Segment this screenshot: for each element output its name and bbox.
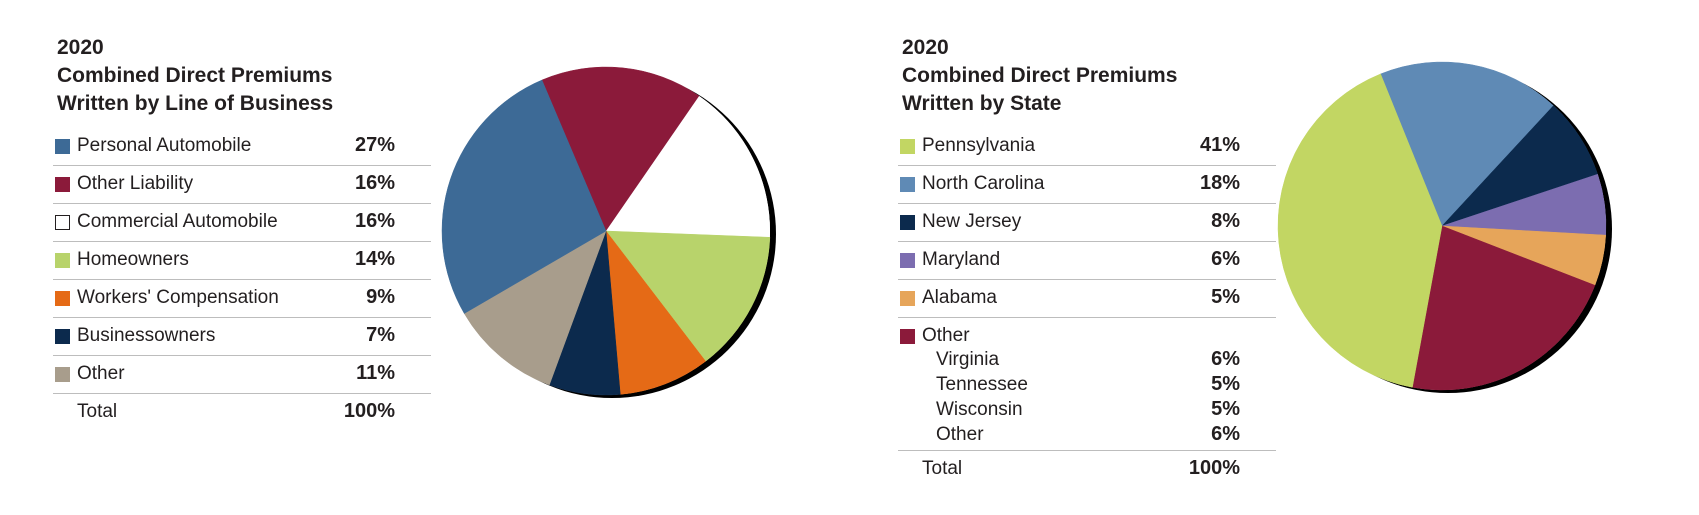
lob-title-year: 2020 xyxy=(57,36,104,59)
legend-row-pennsylvania: Pennsylvania 41% xyxy=(898,128,1276,166)
legend-swatch xyxy=(900,291,915,306)
legend-label: North Carolina xyxy=(922,173,1045,194)
legend-sub-row-other: Other 6% xyxy=(898,423,1276,448)
pie-slice-commercial-automobile xyxy=(606,96,771,238)
pie-slice-other xyxy=(463,230,607,386)
legend-sub-row-tennessee: Tennessee 5% xyxy=(898,373,1276,398)
lob-title-line1: Combined Direct Premiums xyxy=(57,64,333,87)
pie-slice-workers-compensation xyxy=(605,230,706,395)
legend-row-personal-automobile: Personal Automobile 27% xyxy=(53,128,431,166)
legend-sub-row-virginia: Virginia 6% xyxy=(898,348,1276,373)
legend-row-other: Other xyxy=(898,318,1276,348)
legend-value: 11% xyxy=(356,362,395,384)
pie-slice-homeowners xyxy=(605,230,771,362)
legend-row-businessowners: Businessowners 7% xyxy=(53,318,431,356)
legend-row-workers-compensation: Workers' Compensation 9% xyxy=(53,280,431,318)
legend-value: 27% xyxy=(354,134,395,156)
legend-sub-value: 5% xyxy=(1211,398,1240,420)
legend-label: Businessowners xyxy=(77,325,216,346)
legend-label: Other xyxy=(77,363,125,384)
legend-sub-value: 6% xyxy=(1211,348,1240,370)
legend-swatch xyxy=(900,215,915,230)
legend-value: 7% xyxy=(366,324,395,346)
legend-value: 5% xyxy=(1211,286,1240,308)
legend-total-label: Total xyxy=(922,458,963,479)
legend-sub-label: Virginia xyxy=(936,349,1000,370)
legend-swatch xyxy=(55,291,70,306)
legend-label: Other xyxy=(922,325,970,346)
legend-label: Personal Automobile xyxy=(77,135,252,156)
state-title-line1: Combined Direct Premiums xyxy=(902,64,1178,87)
legend-row-new-jersey: New Jersey 8% xyxy=(898,204,1276,242)
legend-swatch xyxy=(900,177,915,192)
legend-value: 18% xyxy=(1199,172,1240,194)
legend-swatch xyxy=(900,329,915,344)
legend-label: Workers' Compensation xyxy=(77,287,279,308)
legend-row-other: Other 11% xyxy=(53,356,431,394)
legend-label: Other Liability xyxy=(77,173,194,194)
pie-slice-personal-automobile xyxy=(441,79,607,314)
legend-swatch xyxy=(55,329,70,344)
legend-swatch xyxy=(900,253,915,268)
legend-total-value: 100% xyxy=(1188,457,1240,479)
legend-value: 9% xyxy=(366,286,395,308)
legend-sub-row-wisconsin: Wisconsin 5% xyxy=(898,398,1276,423)
legend-value: 41% xyxy=(1199,134,1240,156)
legend-swatch xyxy=(55,215,70,230)
legend-label: Homeowners xyxy=(77,249,189,270)
legend-row-commercial-automobile: Commercial Automobile 16% xyxy=(53,204,431,242)
legend-value: 16% xyxy=(354,210,395,232)
lob-pie-chart xyxy=(441,66,776,398)
legend-sub-value: 5% xyxy=(1211,373,1240,395)
lob-panel: 2020 Combined Direct Premiums Written by… xyxy=(53,34,776,431)
legend-value: 14% xyxy=(354,248,395,270)
legend-row-other-liability: Other Liability 16% xyxy=(53,166,431,204)
legend-row-north-carolina: North Carolina 18% xyxy=(898,166,1276,204)
lob-legend: Personal Automobile 27% Other Liability 16%… xyxy=(53,128,431,431)
lob-title-line2: Written by Line of Business xyxy=(57,92,334,115)
legend-row-homeowners: Homeowners 14% xyxy=(53,242,431,280)
pie-slice-north-carolina xyxy=(1380,61,1554,227)
legend-value: 16% xyxy=(354,172,395,194)
legend-total-label: Total xyxy=(77,401,118,422)
legend-label: Maryland xyxy=(922,249,1001,270)
state-legend: Pennsylvania 41% North Carolina 18% New Jers… xyxy=(898,128,1276,488)
legend-value: 6% xyxy=(1211,248,1240,270)
legend-label: Pennsylvania xyxy=(922,135,1036,156)
legend-label: Commercial Automobile xyxy=(77,211,278,232)
legend-sub-label: Wisconsin xyxy=(936,399,1023,420)
legend-row-maryland: Maryland 6% xyxy=(898,242,1276,280)
legend-swatch xyxy=(55,253,70,268)
legend-swatch xyxy=(900,139,915,154)
legend-swatch xyxy=(55,139,70,154)
pie-slice-other xyxy=(1412,225,1596,391)
pie-slice-pennsylvania xyxy=(1277,73,1443,388)
legend-value: 8% xyxy=(1211,210,1240,232)
state-title-year: 2020 xyxy=(902,36,949,59)
legend-swatch xyxy=(55,177,70,192)
lob-title: 2020 Combined Direct Premiums Written by… xyxy=(57,34,333,118)
legend-swatch xyxy=(55,367,70,382)
legend-sub-label: Tennessee xyxy=(936,374,1028,395)
legend-breakdown: Virginia 6% Tennessee 5% Wisconsin 5% Other 6% xyxy=(898,348,1276,451)
state-title-line2: Written by State xyxy=(902,92,1062,115)
legend-total-value: 100% xyxy=(343,400,395,422)
state-pie-chart xyxy=(1277,61,1612,393)
legend-total-row: Total 100% xyxy=(53,394,431,431)
legend-label: New Jersey xyxy=(922,211,1022,232)
legend-total-row: Total 100% xyxy=(898,451,1276,488)
state-title: 2020 Combined Direct Premiums Written by… xyxy=(902,34,1177,118)
legend-row-alabama: Alabama 5% xyxy=(898,280,1276,318)
legend-sub-value: 6% xyxy=(1211,423,1240,445)
legend-label: Alabama xyxy=(922,287,997,308)
legend-sub-label: Other xyxy=(936,424,984,445)
state-panel: 2020 Combined Direct Premiums Written by… xyxy=(850,0,1699,515)
pie-slice-other-liability xyxy=(541,66,700,232)
